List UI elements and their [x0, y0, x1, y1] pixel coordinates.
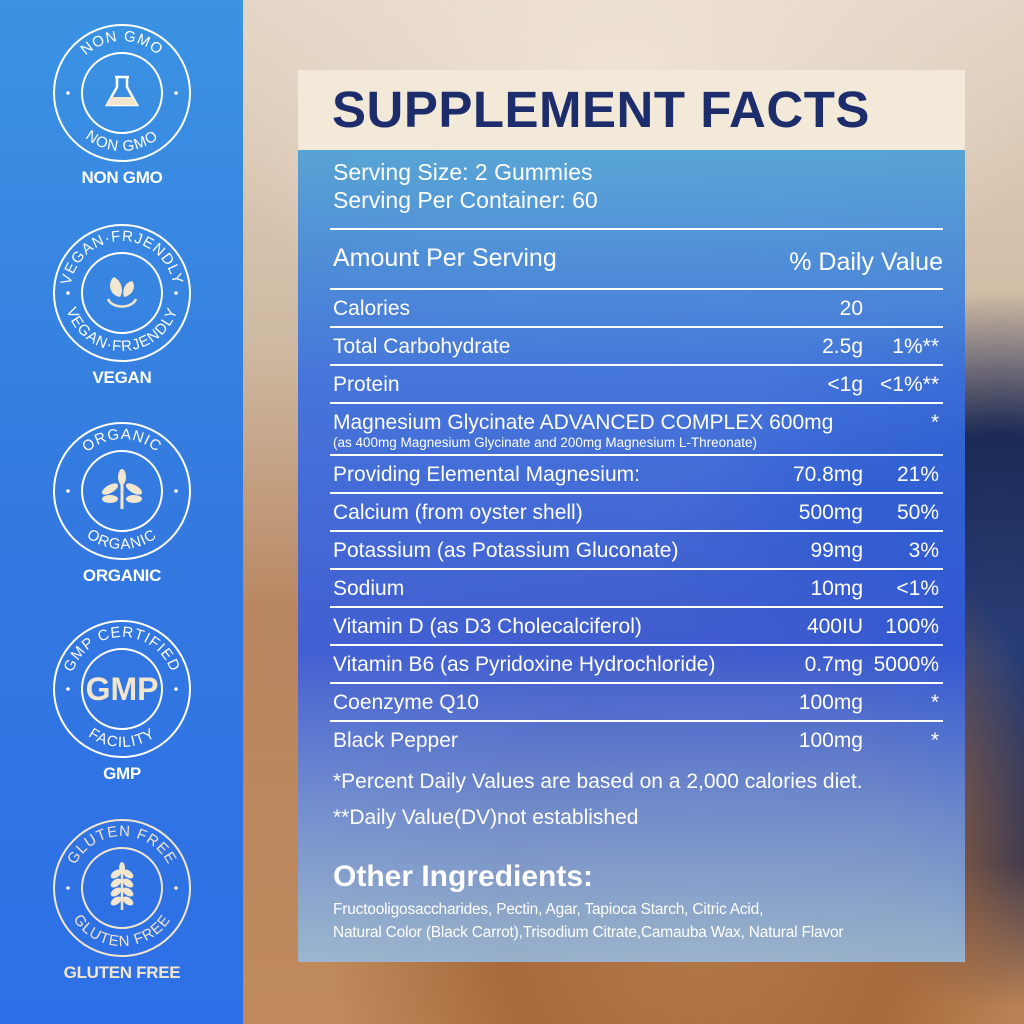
nutrient-dv: 3% [908, 539, 939, 562]
nutrient-amount: 99mg [810, 539, 863, 562]
nutrient-amount: 20 [839, 297, 863, 320]
plant-icon: ORGANIC ORGANIC [53, 422, 191, 560]
badge-sidebar [0, 0, 243, 1024]
nutrient-name: Coenzyme Q10 [333, 691, 479, 714]
nutrient-name: Magnesium Glycinate ADVANCED COMPLEX 600… [333, 411, 834, 434]
badge-organic: ORGANIC ORGANIC ORGANIC [48, 420, 196, 586]
nutrient-name: Vitamin B6 (as Pyridoxine Hydrochloride) [333, 653, 716, 676]
serving-info: Serving Size: 2 Gummies Serving Per Cont… [333, 158, 598, 214]
svg-text:VEGAN·FRJENDLY: VEGAN·FRJENDLY [58, 228, 187, 287]
svg-text:GLUTEN FREE: GLUTEN FREE [64, 823, 180, 867]
nutrient-name: Potassium (as Potassium Gluconate) [333, 539, 679, 562]
footnote-dv: *Percent Daily Values are based on a 2,0… [333, 770, 863, 793]
svg-text:NON GMO: NON GMO [83, 127, 162, 155]
badge-gmp: GMP CERTIFIED FACILITY GMP GMP [48, 618, 196, 784]
wheat-icon: GLUTEN FREE GLUTEN FREE [53, 819, 191, 957]
ingredients-line: Natural Color (Black Carrot),Trisodium C… [333, 924, 844, 941]
other-ingredients-title: Other Ingredients: [333, 860, 594, 893]
svg-text:ORGANIC: ORGANIC [84, 526, 160, 553]
nutrient-name: Vitamin D (as D3 Cholecalciferol) [333, 615, 642, 638]
leaves-icon: VEGAN·FRJENDLY VEGAN·FRJENDLY [53, 224, 191, 362]
nutrient-name: Calories [333, 297, 411, 320]
facts-row: Calories 20 [330, 290, 943, 328]
badge-label: NON GMO [81, 168, 163, 187]
nutrient-note: (as 400mg Magnesium Glycinate and 200mg … [333, 435, 757, 450]
footnote-not-established: **Daily Value(DV)not established [333, 806, 639, 829]
facts-row: Coenzyme Q10 100mg * [330, 684, 943, 722]
facts-row: Providing Elemental Magnesium: 70.8mg 21% [330, 456, 943, 494]
nutrient-dv: 21% [896, 463, 939, 486]
divider [330, 288, 943, 290]
servings-per-container: Serving Per Container: 60 [333, 187, 598, 213]
nutrient-dv: * [930, 691, 939, 714]
svg-text:GMP: GMP [86, 671, 159, 707]
nutrient-name: Calcium (from oyster shell) [333, 501, 583, 524]
facts-table: Calories 20 Total Carbohydrate 2.5g 1%** Prot… [330, 290, 943, 760]
nutrient-name: Providing Elemental Magnesium: [333, 463, 640, 486]
nutrient-amount: 0.7mg [804, 653, 863, 676]
facts-row: Protein <1g <1%** [330, 366, 943, 404]
badge-gluten-free: GLUTEN FREE GLUTEN FREE GLUTEN FREE [48, 817, 196, 983]
facts-row: Black Pepper 100mg * [330, 722, 943, 760]
flask-icon: NON GMO NON GMO [53, 24, 191, 162]
facts-row: Vitamin B6 (as Pyridoxine Hydrochloride)… [330, 646, 943, 684]
gmp-icon: GMP CERTIFIED FACILITY GMP [53, 620, 191, 758]
nutrient-amount: 400IU [806, 615, 863, 638]
dv-header: % Daily Value [789, 248, 943, 276]
badge-label: GMP [103, 764, 141, 783]
nutrient-dv: * [930, 411, 939, 434]
amount-header: Amount Per Serving [333, 244, 557, 272]
nutrient-dv: 5000% [873, 653, 939, 676]
nutrient-amount: 100mg [798, 691, 863, 714]
nutrient-dv: <1% [896, 577, 939, 600]
nutrient-amount: 2.5g [822, 335, 863, 358]
ingredients-line: Fructooligosaccharides, Pectin, Agar, Ta… [333, 901, 764, 918]
nutrient-name: Total Carbohydrate [333, 335, 511, 358]
badge-non-gmo: NON GMO NON GMO NON GMO [48, 22, 196, 188]
nutrient-dv: 100% [885, 615, 939, 638]
other-ingredients-list: Fructooligosaccharides, Pectin, Agar, Ta… [333, 898, 844, 944]
badge-label: VEGAN [92, 368, 152, 387]
nutrient-amount: 70.8mg [792, 463, 863, 486]
facts-row: Magnesium Glycinate ADVANCED COMPLEX 600… [330, 404, 943, 456]
nutrient-dv: 1%** [892, 335, 939, 358]
facts-row: Potassium (as Potassium Gluconate) 99mg 3% [330, 532, 943, 570]
nutrient-dv: 50% [896, 501, 939, 524]
facts-row: Total Carbohydrate 2.5g 1%** [330, 328, 943, 366]
badge-label: ORGANIC [82, 566, 162, 585]
nutrient-amount: 500mg [798, 501, 863, 524]
facts-row: Vitamin D (as D3 Cholecalciferol) 400IU 10… [330, 608, 943, 646]
nutrient-amount: 10mg [810, 577, 863, 600]
nutrient-amount: <1g [827, 373, 863, 396]
supplement-facts-panel: SUPPLEMENT FACTS Serving Size: 2 Gummies… [298, 70, 965, 962]
nutrient-amount: 100mg [798, 729, 863, 752]
nutrient-name: Black Pepper [333, 729, 458, 752]
divider [330, 228, 943, 230]
facts-title: SUPPLEMENT FACTS [298, 70, 965, 150]
badge-vegan: VEGAN·FRJENDLY VEGAN·FRJENDLY VEGAN [48, 222, 196, 388]
nutrient-name: Protein [333, 373, 400, 396]
nutrient-name: Sodium [333, 577, 405, 600]
badge-label: GLUTEN FREE [63, 963, 181, 982]
serving-size: Serving Size: 2 Gummies [333, 159, 593, 185]
facts-row: Sodium 10mg <1% [330, 570, 943, 608]
facts-row: Calcium (from oyster shell) 500mg 50% [330, 494, 943, 532]
nutrient-dv: <1%** [880, 373, 939, 396]
nutrient-dv: * [930, 729, 939, 752]
